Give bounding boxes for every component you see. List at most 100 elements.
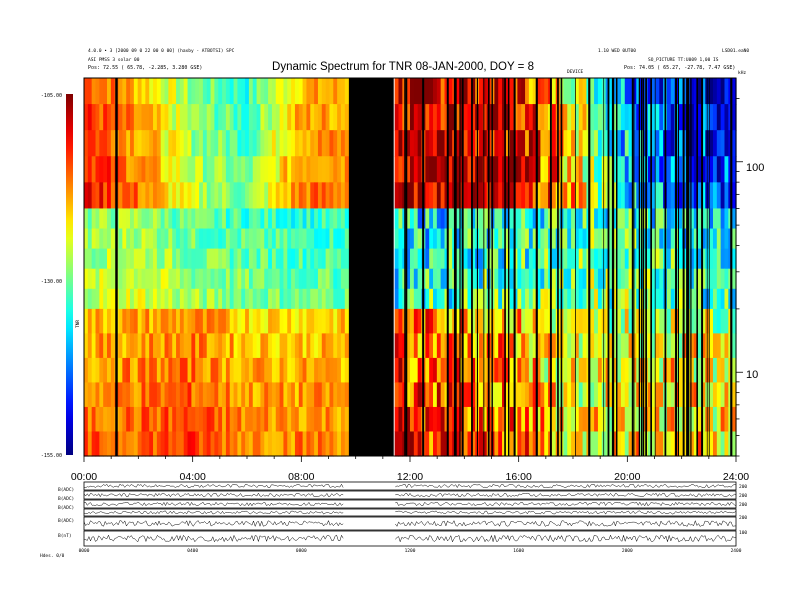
spectrum-cell (294, 78, 300, 105)
spectrum-cell (525, 104, 530, 131)
colorbar-label: TNR (75, 320, 81, 328)
spectrum-cell (724, 182, 729, 210)
spectrum-cell (141, 288, 146, 310)
spectrum-cell (632, 248, 637, 270)
spectrum-cell (567, 288, 572, 310)
spectrum-cell (153, 382, 158, 408)
spectrum-cell (567, 78, 572, 105)
dropout-line (612, 78, 615, 456)
spectrum-cell (632, 333, 637, 359)
dropout-line (696, 78, 698, 456)
spectrum-cell (241, 248, 246, 270)
spectrum-cell (337, 288, 342, 310)
spectrum-cell (172, 104, 177, 131)
spectrum-cell (206, 308, 212, 334)
spectrum-cell (640, 182, 645, 210)
spectrum-cell (317, 156, 323, 183)
spectrum-cell (291, 406, 296, 433)
spectrum-cell (245, 248, 250, 270)
spectrum-cell (712, 406, 718, 433)
spectrum-cell (206, 431, 212, 457)
spectrum-cell (87, 333, 93, 359)
spectrum-cell (517, 288, 522, 310)
spectrum-cell (628, 78, 634, 105)
spectrum-cell (732, 333, 737, 359)
spectrum-cell (417, 78, 423, 105)
spectrum-cell (617, 130, 622, 157)
spectrum-cell (540, 431, 545, 457)
spectrum-cell (287, 382, 292, 408)
spectrum-cell (697, 268, 703, 290)
spectrum-cell (294, 308, 300, 334)
spectrum-cell (103, 406, 108, 433)
spectrum-cell (137, 248, 143, 270)
spectrum-cell (103, 308, 108, 334)
spectrum-cell (168, 268, 173, 290)
spectrum-cell (666, 156, 672, 183)
spectrum-cell (444, 406, 449, 433)
spectrum-cell (647, 357, 653, 384)
spectrum-cell (164, 248, 169, 270)
spectrum-cell (283, 130, 288, 157)
spectrum-cell (597, 382, 603, 408)
panel-label-3: B(ADC) (58, 505, 74, 511)
spectrum-cell (202, 228, 208, 250)
spectrum-cell (107, 130, 112, 157)
dropout-line (560, 78, 563, 456)
spectrum-cell (176, 357, 181, 384)
spectrum-cell (498, 104, 503, 131)
spectrum-cell (268, 406, 273, 433)
spectrum-cell (325, 130, 331, 157)
spectrum-cell (145, 78, 150, 105)
spectrum-cell (314, 208, 319, 230)
spectrum-cell (655, 357, 660, 384)
spectrum-cell (275, 333, 281, 359)
spectrum-cell (716, 130, 722, 157)
spectrum-cell (122, 78, 127, 105)
spectrum-cell (720, 228, 726, 250)
spectrum-cell (222, 308, 227, 334)
spectrum-cell (202, 288, 208, 310)
spectrum-cell (237, 357, 242, 384)
spectrum-cell (210, 333, 215, 359)
spectrum-cell (440, 288, 446, 310)
spectrum-cell (467, 78, 472, 105)
spectrum-cell (597, 130, 603, 157)
spectrum-cell (544, 78, 549, 105)
spectrum-cell (574, 357, 580, 384)
spectrum-cell (317, 78, 323, 105)
spectrum-cell (509, 104, 515, 131)
spectrum-cell (145, 156, 150, 183)
spectrum-cell (133, 130, 139, 157)
header-left-line1: 4.0.0 • 3 [2000 09 0 22 00 0 00] (haxby … (88, 48, 235, 54)
spectrum-cell (321, 248, 327, 270)
spectrum-cell (245, 406, 250, 433)
spectrum-cell (701, 182, 706, 210)
spectrum-cell (479, 288, 484, 310)
spectrum-cell (594, 268, 599, 290)
spectrum-cell (84, 78, 89, 105)
spectrum-cell (666, 357, 672, 384)
spectrum-cell (237, 130, 242, 157)
spectrum-cell (647, 431, 653, 457)
spectrum-cell (103, 357, 108, 384)
spectrum-cell (214, 333, 219, 359)
spectrum-cell (709, 406, 714, 433)
spectrum-cell (709, 357, 714, 384)
spectrum-cell (268, 130, 273, 157)
spectrum-cell (256, 357, 262, 384)
spectrum-cell (264, 130, 269, 157)
spectrum-cell (517, 208, 522, 230)
spectrum-cell (532, 357, 538, 384)
spectrum-cell (582, 268, 588, 290)
spectrum-cell (666, 78, 672, 105)
spectrum-cell (624, 288, 630, 310)
dropout-line (535, 78, 538, 456)
spectrum-cell (294, 431, 300, 457)
spectrum-cell (237, 382, 242, 408)
spectrum-cell (413, 333, 419, 359)
spectrum-cell (237, 333, 242, 359)
spectrum-cell (145, 308, 150, 334)
spectrum-cell (720, 382, 726, 408)
spectrum-cell (310, 333, 315, 359)
